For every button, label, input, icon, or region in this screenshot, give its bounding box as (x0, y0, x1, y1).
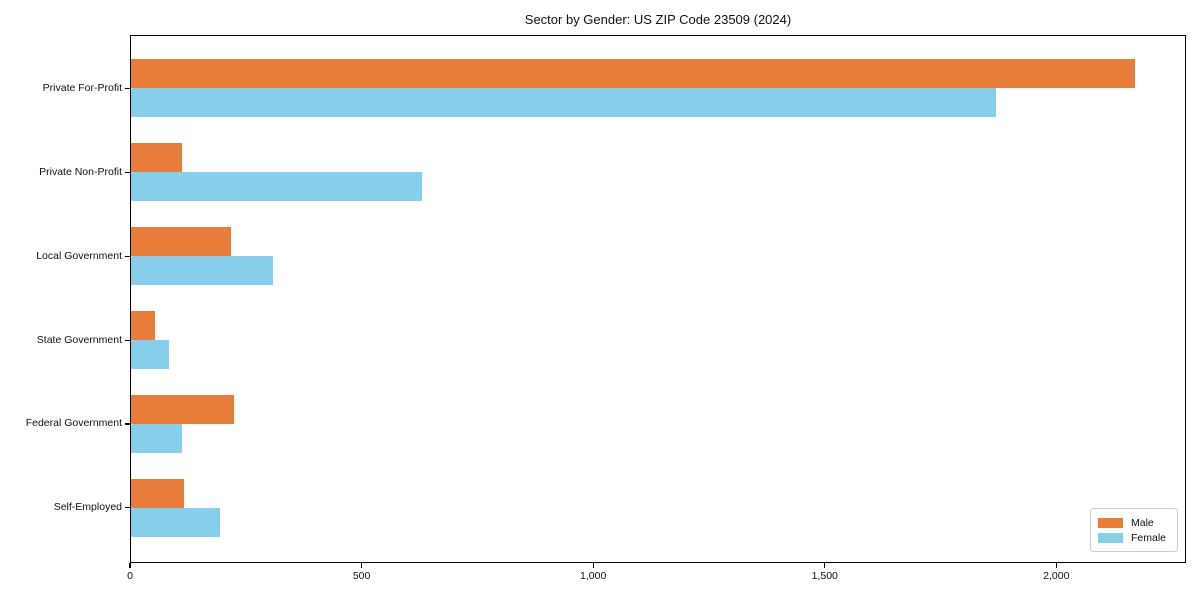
legend: Male Female (1090, 508, 1178, 552)
y-axis-tick (125, 339, 130, 341)
bar-male-0 (130, 59, 1136, 89)
y-axis-tick (125, 255, 130, 257)
y-axis-category-label: Federal Government (25, 417, 122, 430)
bar-female-1 (130, 172, 422, 202)
x-axis-tick-label: 1,000 (580, 570, 607, 582)
legend-swatch-male (1098, 517, 1123, 528)
y-axis-category-label: Local Government (36, 249, 122, 262)
x-axis-tick (129, 563, 131, 568)
x-axis-tick-label: 500 (352, 570, 371, 582)
bar-female-0 (130, 88, 997, 118)
plot-area (130, 35, 1186, 563)
x-axis-tick-label: 1,500 (811, 570, 838, 582)
bar-female-5 (130, 507, 221, 537)
chart-title: Sector by Gender: US ZIP Code 23509 (202… (524, 12, 792, 27)
y-axis-tick (125, 87, 130, 89)
y-axis-tick (125, 171, 130, 173)
x-axis-tick (1055, 563, 1057, 568)
legend-swatch-female (1098, 532, 1123, 543)
bar-male-5 (130, 478, 185, 508)
bar-male-3 (130, 311, 155, 340)
y-axis-category-label: Self-Employed (53, 501, 122, 514)
y-axis-tick (125, 507, 130, 509)
legend-label: Female (1131, 531, 1167, 544)
legend-label: Male (1131, 516, 1154, 529)
y-axis-category-label: Private For-Profit (42, 81, 122, 94)
bar-female-4 (130, 423, 182, 453)
y-axis-category-label: State Government (36, 333, 122, 346)
y-axis-category-label: Private Non-Profit (39, 165, 122, 178)
x-axis-tick (592, 563, 594, 568)
x-axis-tick (360, 563, 363, 568)
bar-male-4 (130, 394, 235, 424)
bar-male-1 (130, 143, 182, 173)
bar-male-2 (130, 227, 231, 257)
legend-item-female: Female (1098, 530, 1169, 545)
x-axis-tick-label: 0 (127, 570, 133, 582)
y-axis-tick (125, 423, 130, 425)
bar-female-3 (130, 340, 169, 369)
bar-female-2 (130, 256, 273, 286)
x-axis-tick-label: 2,000 (1043, 570, 1070, 582)
legend-item-male: Male (1098, 515, 1169, 530)
x-axis-tick (824, 563, 826, 568)
